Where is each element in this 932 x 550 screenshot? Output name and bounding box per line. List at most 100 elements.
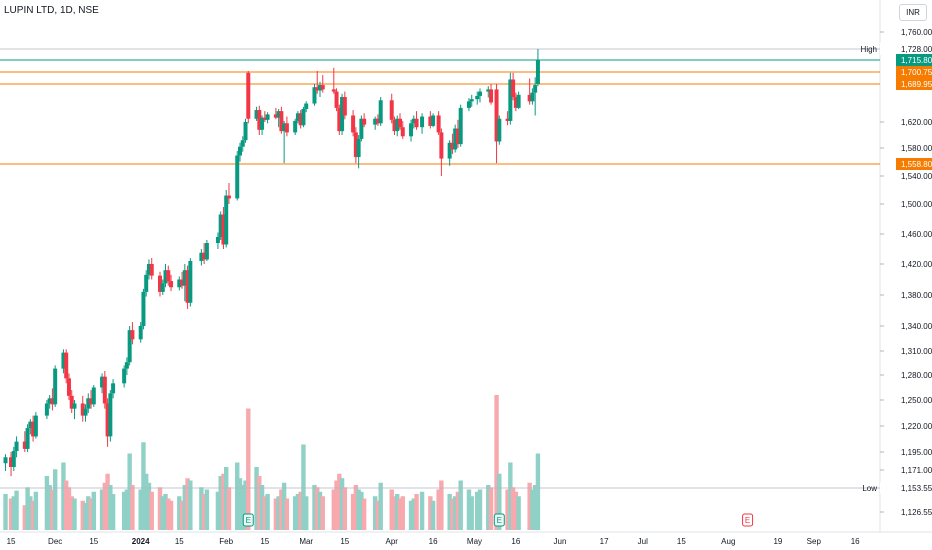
candle-body — [513, 97, 518, 108]
volume-bar — [342, 487, 348, 530]
level-badge — [896, 158, 932, 170]
volume-bar — [439, 480, 444, 530]
candle-body — [262, 117, 267, 120]
volume-bar — [315, 487, 320, 530]
candle-body — [494, 89, 499, 142]
volume-bar — [124, 489, 130, 530]
volume-bar — [516, 496, 521, 530]
volume-bar — [452, 496, 458, 530]
candle-body — [185, 270, 190, 303]
candle-body — [395, 118, 400, 132]
candle-body — [466, 101, 471, 108]
level-label: 1,558.80 — [901, 160, 932, 169]
level-label: 1,689.95 — [901, 80, 932, 89]
volume-bar — [265, 494, 270, 530]
volume-bar — [149, 491, 154, 530]
candle-body — [100, 376, 105, 388]
level-tag-bg — [880, 43, 932, 55]
volume-bar — [146, 482, 152, 530]
candle-body — [447, 142, 452, 159]
candle-body — [535, 60, 540, 84]
volume-bar — [469, 496, 474, 530]
volume-bar — [188, 480, 193, 530]
volume-bar — [199, 487, 204, 530]
volume-bar — [400, 496, 405, 530]
volume-bar — [157, 487, 163, 530]
y-tick-label: 1,280.00 — [901, 371, 932, 380]
volume-bar — [284, 498, 290, 530]
candle-body — [89, 398, 94, 405]
candle-body — [411, 118, 416, 124]
candle-body — [284, 123, 289, 133]
volume-bar — [204, 489, 210, 530]
candle-body — [240, 140, 245, 147]
volume-bar — [361, 498, 367, 530]
candle-body — [293, 120, 298, 133]
candle-body — [163, 270, 168, 284]
volume-bar — [11, 496, 16, 530]
candle-body — [238, 146, 242, 156]
volume-bar — [138, 489, 143, 530]
volume-bar — [419, 491, 425, 530]
y-tick-label: 1,171.00 — [901, 466, 932, 475]
volume-bar — [215, 491, 221, 530]
chart-grid — [0, 0, 932, 533]
x-tick-label: Apr — [385, 537, 398, 546]
candle-body — [337, 107, 342, 132]
candle-body — [331, 89, 336, 92]
candle-body — [243, 122, 248, 141]
candle-body — [254, 110, 259, 119]
candle-body — [122, 368, 127, 384]
volume-bar — [64, 480, 69, 530]
volume-bar — [141, 442, 146, 530]
currency-selector[interactable]: INR — [899, 4, 927, 21]
y-tick-label: 1,620.00 — [901, 118, 932, 127]
volume-bar — [99, 489, 105, 530]
candle-body — [315, 87, 320, 91]
volume-bar — [281, 482, 287, 530]
candle-body — [130, 330, 135, 340]
volume-bar — [86, 496, 91, 530]
volume-bar — [535, 453, 541, 530]
candle-body — [398, 118, 402, 128]
x-tick-label: 15 — [89, 537, 98, 546]
volume-bar — [395, 494, 400, 530]
candle-body — [102, 376, 107, 404]
volume-bar — [88, 498, 94, 530]
x-tick-label: Jun — [554, 537, 567, 546]
candle-body — [320, 85, 325, 90]
volume-bar — [105, 473, 110, 530]
volume-bar — [179, 500, 185, 530]
candle-body — [265, 114, 270, 120]
earnings-marker — [493, 513, 505, 527]
volume-bar — [102, 482, 108, 530]
candle-body — [31, 421, 36, 437]
x-tick-label: 15 — [677, 537, 686, 546]
earnings-marker — [742, 513, 754, 527]
candle-body — [362, 118, 367, 125]
volume-bar — [414, 494, 419, 530]
candle-body — [392, 119, 397, 132]
volume-bar — [144, 473, 149, 530]
volume-bar — [276, 496, 281, 530]
volume-bar — [455, 491, 461, 530]
candle-body — [359, 118, 364, 139]
volume-bar — [259, 485, 265, 530]
volume-bar — [226, 487, 232, 530]
candle-body — [177, 279, 182, 288]
level-tag: High — [861, 45, 877, 54]
candle-body — [489, 89, 494, 103]
candle-body — [304, 103, 309, 109]
volume-bar — [304, 496, 309, 530]
x-tick-label: May — [467, 537, 482, 546]
candle-body — [260, 117, 265, 130]
volume-bar — [163, 494, 168, 530]
candle-body — [356, 138, 361, 158]
candle-body — [47, 398, 52, 404]
candle-body — [11, 450, 16, 467]
volume-bar — [510, 487, 516, 530]
volume-bar — [436, 489, 441, 530]
volume-bar — [254, 467, 259, 530]
volume-bar — [530, 489, 535, 530]
